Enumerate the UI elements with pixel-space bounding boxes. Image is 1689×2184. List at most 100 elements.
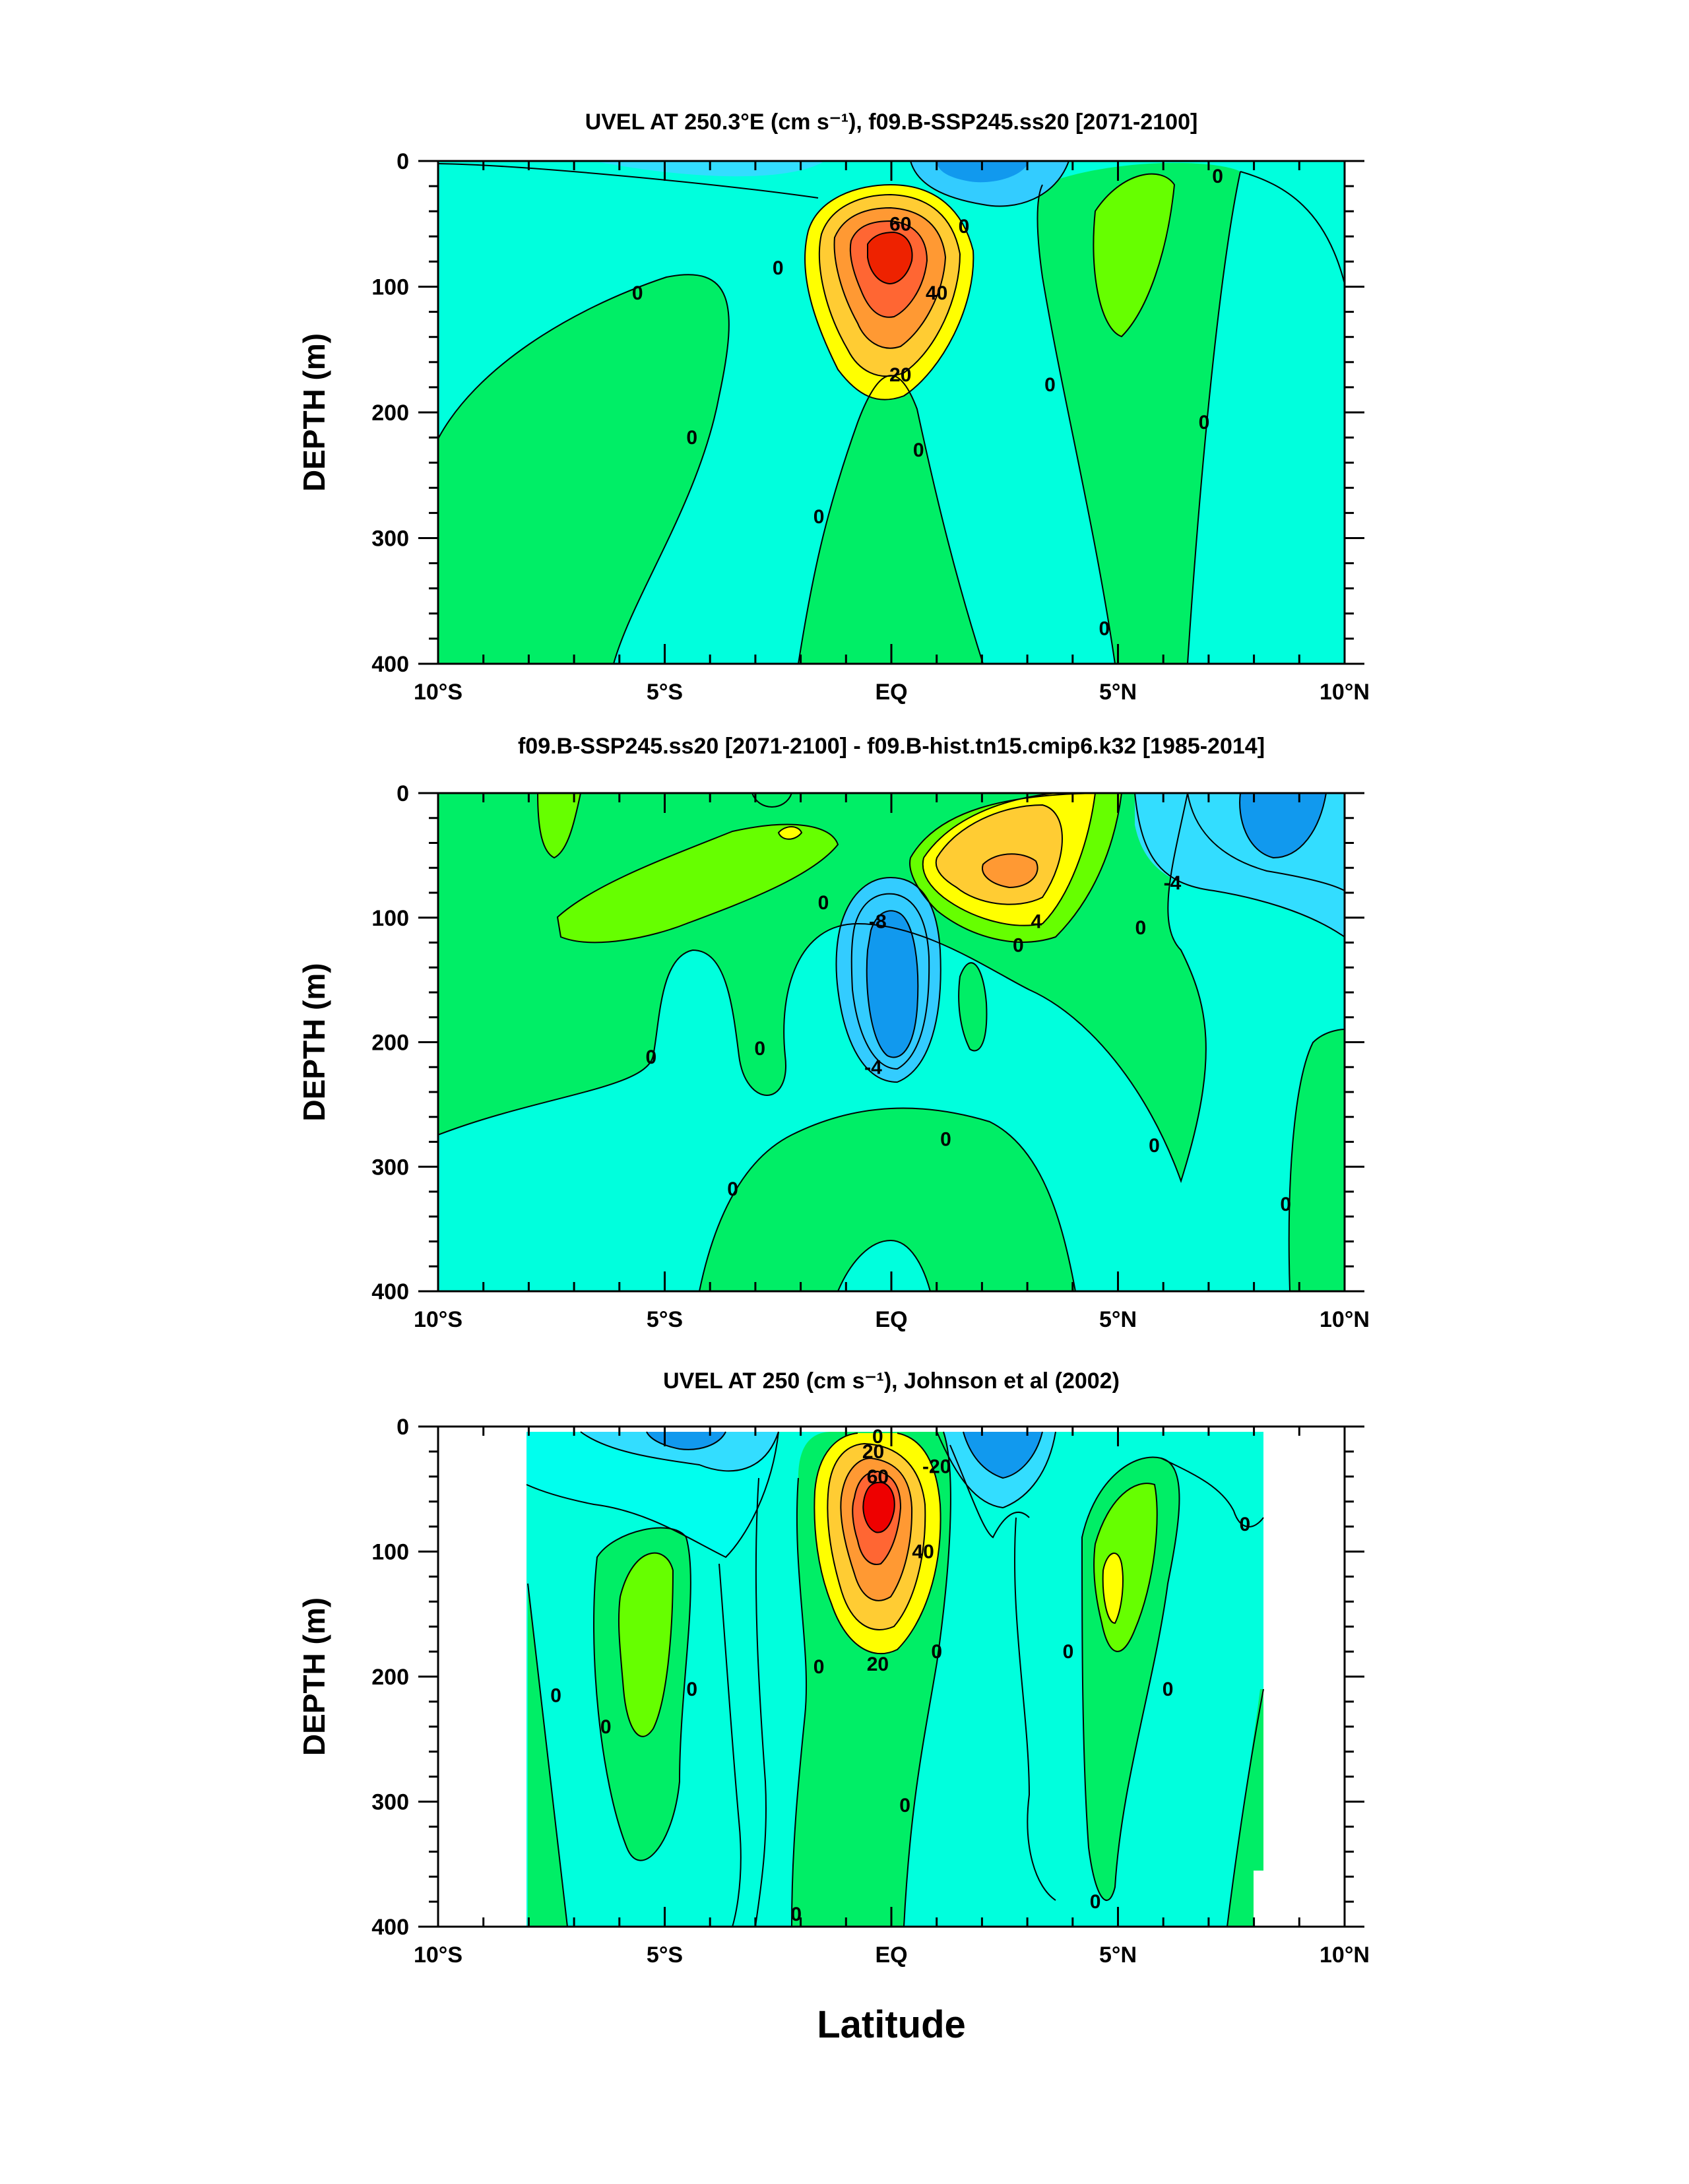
y-axis-label: DEPTH (m): [297, 963, 331, 1121]
contour-label: 0: [550, 1685, 561, 1706]
panel-3-contour-line: [646, 1431, 726, 1450]
panel-1-contour-line: [438, 274, 730, 664]
panel-2-contour-line: [837, 1239, 931, 1291]
panel-3-contour-line: [593, 1527, 691, 1861]
panel-3-contour-line: [1227, 1688, 1264, 1927]
x-tick-label: EQ: [875, 1307, 907, 1332]
y-tick-label: 0: [397, 1415, 409, 1440]
contour-label: 0: [1044, 374, 1056, 396]
contour-label: 0: [931, 1641, 942, 1663]
x-tick-label: 5°S: [647, 1307, 683, 1332]
panel-3-contour-line: [827, 1442, 926, 1630]
panel-2-contour-line: [1187, 793, 1345, 891]
y-axis-label: DEPTH (m): [297, 1597, 331, 1756]
panel-1-jet-red: [868, 232, 912, 284]
panel-2-yellow-small: [779, 827, 802, 839]
contour-label: 0: [773, 257, 784, 279]
x-tick-label: 10°N: [1320, 680, 1370, 705]
panel-2-east-deep-green: [1289, 1029, 1345, 1291]
contour-label: 0: [1063, 1641, 1074, 1663]
panel-3-contour-line: [527, 1583, 568, 1927]
contour-label: 20: [867, 1654, 889, 1675]
panel-1-contour-line: [867, 231, 913, 285]
x-tick-label: 5°N: [1099, 1307, 1137, 1332]
panel-1-north-green-region: [1037, 162, 1240, 664]
x-tick-label: 10°S: [414, 680, 462, 705]
x-tick-label: 10°N: [1320, 1307, 1370, 1332]
panel-3-east-yellow-patch: [1102, 1553, 1123, 1623]
y-tick-label: 400: [371, 1279, 409, 1304]
panel-2: f09.B-SSP245.ss20 [2071-2100] - f09.B-hi…: [297, 734, 1370, 1332]
x-tick-label: 5°S: [647, 680, 683, 705]
y-tick-label: 0: [397, 781, 409, 806]
panel-3-contour-line: [526, 1431, 779, 1558]
panel-2-equatorial-blue-inner: [866, 911, 918, 1058]
contour-label: 0: [1240, 1514, 1251, 1535]
contour-label: 0: [1280, 1194, 1291, 1215]
contour-label: -4: [1164, 872, 1182, 894]
panel-3-contour-line: [1013, 1517, 1056, 1901]
panel-2-lime-region: [558, 824, 838, 943]
panel-3-surface-blue-east: [963, 1432, 1042, 1478]
contour-label: 0: [899, 1795, 910, 1816]
panel-3-contour-line: [1102, 1553, 1124, 1624]
y-tick-label: 200: [371, 401, 409, 426]
panel-1-surface-deep-blue-region: [937, 161, 1029, 183]
panel-1-south-green-region: [438, 274, 729, 664]
panel-1-contour-line: [1187, 171, 1241, 664]
panel-3-southwest-lime-region: [618, 1553, 673, 1737]
panel-2-northeast-blue: [1240, 793, 1326, 858]
contour-label: 60: [889, 213, 911, 235]
y-tick-label: 400: [371, 652, 409, 677]
panel-3-left-white-area: [438, 1427, 526, 1927]
panel-2-contour-line: [982, 853, 1038, 889]
panel-3: UVEL AT 250 (cm s⁻¹), Johnson et al (200…: [297, 1368, 1370, 2046]
x-tick-label: 5°N: [1099, 680, 1137, 705]
contour-label: -8: [869, 911, 887, 932]
panel-2-contour-line: [835, 876, 941, 1083]
panel-2-contour-line: [850, 893, 930, 1070]
contour-label: -20: [922, 1456, 951, 1478]
panel-3-contour-line: [755, 1477, 767, 1927]
contour-label: 0: [813, 1656, 825, 1678]
panel-2-contour-line: [537, 793, 581, 859]
contour-label: 0: [1013, 934, 1024, 956]
panel-1-contour-line: [833, 207, 947, 349]
panel-3-contour-line: [791, 1477, 808, 1927]
contour-label: 40: [926, 282, 947, 304]
panel-3-far-east-green: [1227, 1689, 1263, 1927]
panel-2-contour-line: [922, 793, 1096, 926]
contour-label: 0: [727, 1178, 738, 1200]
panel-2-contour-line: [438, 923, 858, 1136]
x-tick-label: 10°N: [1320, 1943, 1370, 1968]
panel-3-contour-line: [840, 1457, 913, 1601]
contour-label: 0: [940, 1129, 951, 1151]
panel-1-contour-line: [849, 220, 928, 318]
panel-3-field: [438, 1427, 1345, 1927]
panel-3-jet-red: [863, 1482, 895, 1533]
panel-3-contour-line: [1161, 1458, 1264, 1527]
panel-3-contour-line: [618, 1552, 674, 1737]
panel-1-field: [438, 161, 1345, 664]
panel-2-east-green-tongue: [959, 963, 987, 1051]
y-tick-label: 300: [371, 527, 409, 552]
contour-label: -4: [864, 1056, 882, 1078]
panel-1-north-lime-region: [1093, 174, 1174, 337]
panel-2-title: f09.B-SSP245.ss20 [2071-2100] - f09.B-hi…: [518, 734, 1265, 759]
panel-1-contour-line: [804, 183, 974, 401]
panel-1-contour-line: [1093, 173, 1176, 338]
contour-label: 20: [889, 364, 911, 386]
contour-label: 0: [686, 1679, 697, 1700]
panel-1-central-green-region: [798, 375, 983, 664]
panel-1-title: UVEL AT 250.3°E (cm s⁻¹), f09.B-SSP245.s…: [585, 110, 1198, 135]
contour-label: 0: [818, 892, 829, 914]
contour-label: 0: [1149, 1135, 1160, 1157]
panel-2-contour-line: [777, 826, 803, 840]
panel-1-contour-line: [910, 161, 1069, 207]
panel-1-contour-line: [1036, 184, 1116, 664]
contour-label: 0: [754, 1038, 765, 1060]
